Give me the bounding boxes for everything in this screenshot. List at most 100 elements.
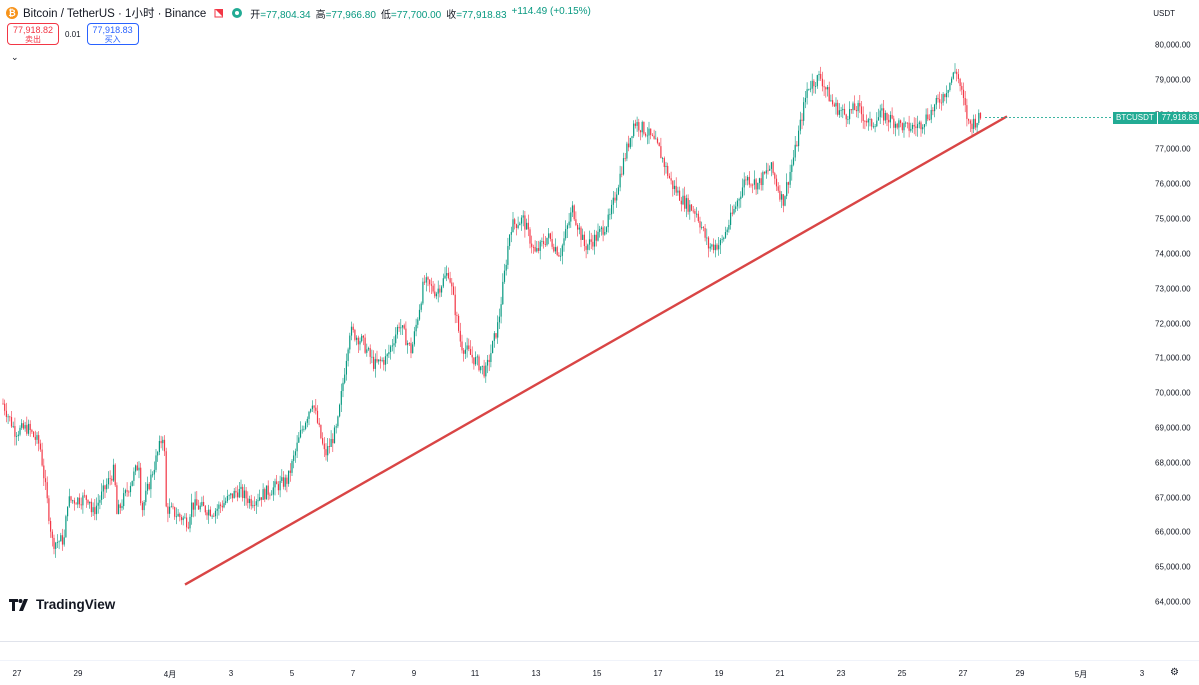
candle-body <box>791 164 793 172</box>
candle-body <box>877 117 880 121</box>
trend-line[interactable] <box>184 115 1008 586</box>
low-label: 低 <box>380 9 391 21</box>
candle-body <box>276 481 278 485</box>
candle-body <box>696 213 698 215</box>
candle-body <box>789 171 791 185</box>
flag-icon[interactable] <box>214 8 224 18</box>
candle-body <box>724 232 727 238</box>
badge-symbol: BTCUSDT <box>1113 112 1158 124</box>
candle-body <box>906 122 908 124</box>
candle-body <box>918 122 920 125</box>
candle-body <box>685 198 687 209</box>
candle-body <box>260 497 262 500</box>
gear-icon[interactable]: ⚙ <box>1170 667 1179 678</box>
candle-body <box>461 341 463 351</box>
candle-body <box>672 180 674 190</box>
candle-body <box>189 516 191 529</box>
candle-body <box>135 465 137 472</box>
candle-body <box>787 182 789 185</box>
candle-body <box>573 205 575 220</box>
candle-body <box>150 474 152 490</box>
candle-body <box>61 535 64 545</box>
candle-body <box>294 451 296 456</box>
candle-body <box>296 442 298 452</box>
candle-body <box>58 541 60 543</box>
candle-body <box>923 124 925 128</box>
candle-body <box>667 165 669 176</box>
candle-body <box>481 365 483 367</box>
candle-body <box>718 245 720 250</box>
candle-body <box>95 505 98 515</box>
candle-body <box>56 542 58 543</box>
candle-body <box>616 194 618 201</box>
candle-body <box>687 198 689 212</box>
open-label: 开 <box>250 9 261 21</box>
candle-body <box>9 416 11 418</box>
candle-body <box>701 227 703 228</box>
candle-body <box>937 98 939 100</box>
candle-body <box>27 423 30 434</box>
candle-body <box>340 390 342 405</box>
currency-selector[interactable]: USDT <box>1153 9 1175 18</box>
candle-body <box>716 244 718 250</box>
spread-value: 0.01 <box>65 29 81 39</box>
tradingview-logo[interactable]: TradingView <box>9 597 115 612</box>
candle-body <box>279 480 281 491</box>
candle-body <box>838 110 840 115</box>
close-label: 收 <box>446 9 457 21</box>
candle-body <box>577 224 579 230</box>
candle-body <box>697 213 699 222</box>
candle-body <box>833 104 835 107</box>
candle-body <box>325 449 327 456</box>
sell-button[interactable]: 77,918.82 卖出 <box>7 23 59 45</box>
buy-button[interactable]: 77,918.83 买入 <box>86 23 139 45</box>
candle-body <box>148 483 150 490</box>
candle-body <box>169 506 171 514</box>
candle-body <box>748 176 750 185</box>
candle-body <box>46 482 48 499</box>
candle-body <box>934 104 936 112</box>
candle-body <box>699 221 701 228</box>
chevron-down-icon[interactable]: ⌄ <box>11 52 19 62</box>
candle-body <box>774 173 776 179</box>
candle-body <box>379 359 381 361</box>
candle-body <box>556 247 558 256</box>
candle-body <box>192 502 194 510</box>
candle-body <box>376 359 378 362</box>
candle-body <box>129 485 132 493</box>
candle-body <box>250 498 252 507</box>
candle-body <box>549 233 551 239</box>
candle-body <box>852 103 854 111</box>
candle-body <box>106 484 108 490</box>
candle-body <box>871 119 873 127</box>
candle-body <box>655 138 657 140</box>
candle-body <box>798 130 800 147</box>
candle-body <box>541 241 543 242</box>
symbol-title[interactable]: Bitcoin / TetherUS · 1小时 · Binance <box>23 8 207 20</box>
candle-body <box>845 114 847 120</box>
candle-body <box>141 502 143 511</box>
candle-body <box>262 489 264 500</box>
candle-body <box>767 170 769 172</box>
candle-body <box>524 215 526 230</box>
candle-body <box>611 204 613 215</box>
time-tick-label: 11 <box>470 669 480 678</box>
candle-body <box>87 499 89 504</box>
market-status-icon[interactable] <box>232 8 243 18</box>
candle-body <box>884 113 886 121</box>
candle-body <box>707 237 710 249</box>
candle-body <box>930 110 932 120</box>
candle-body <box>323 443 325 450</box>
candle-body <box>415 324 417 332</box>
candle-body <box>432 285 434 292</box>
candle-body <box>369 348 371 357</box>
candle-body <box>469 349 472 355</box>
candle-body <box>163 439 166 452</box>
price-axis[interactable]: 80,000.0079,000.0078,000.0077,000.0076,0… <box>1140 0 1199 640</box>
candle-body <box>320 424 322 439</box>
candle-body <box>274 481 276 488</box>
candle-body <box>911 124 914 129</box>
candle-body <box>973 118 975 129</box>
candle-body <box>184 517 186 519</box>
